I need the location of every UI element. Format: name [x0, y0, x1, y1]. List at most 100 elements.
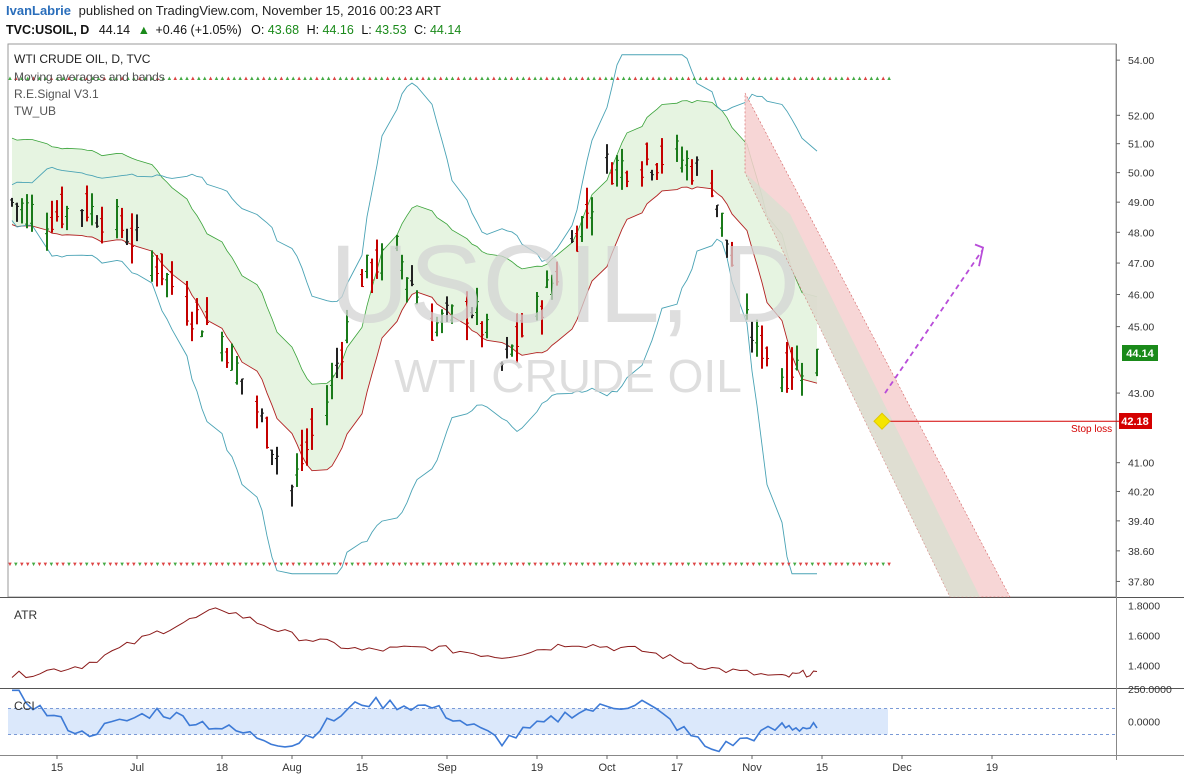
signal-marker: ▼ [143, 562, 149, 568]
legend-title[interactable]: WTI CRUDE OIL, D, TVC [14, 52, 151, 66]
signal-marker: ▼ [868, 562, 874, 568]
signal-marker: ▲ [84, 76, 90, 82]
atr-tick-label: 1.4000 [1128, 661, 1160, 673]
signal-marker: ▲ [603, 76, 609, 82]
signal-marker: ▼ [703, 562, 709, 568]
signal-marker: ▼ [491, 562, 497, 568]
signal-marker: ▲ [219, 76, 225, 82]
signal-marker: ▲ [591, 76, 597, 82]
signal-marker: ▲ [208, 76, 214, 82]
signal-marker: ▲ [479, 76, 485, 82]
signal-marker: ▼ [284, 562, 290, 568]
price-tick-label: 51.00 [1128, 139, 1154, 151]
signal-marker: ▼ [249, 562, 255, 568]
signal-marker: ▼ [745, 562, 751, 568]
time-tick-label: 15 [816, 762, 828, 774]
signal-marker: ▼ [231, 562, 237, 568]
signal-marker: ▲ [615, 76, 621, 82]
atr-title[interactable]: ATR [14, 608, 37, 622]
signal-marker: ▼ [615, 562, 621, 568]
time-tick-label: Nov [742, 762, 762, 774]
signal-marker: ▼ [880, 562, 886, 568]
signal-marker: ▼ [473, 562, 479, 568]
signal-marker: ▲ [827, 76, 833, 82]
signal-marker: ▲ [774, 76, 780, 82]
signal-marker: ▼ [137, 562, 143, 568]
moving-average-line [11, 186, 818, 472]
signal-marker: ▼ [798, 562, 804, 568]
signal-marker: ▼ [337, 562, 343, 568]
signal-marker: ▼ [101, 562, 107, 568]
signal-marker: ▲ [25, 76, 31, 82]
time-axis[interactable]: 15 Jul 18 Aug 15 Sep 19 Oct 17 Nov 15 Dec 19 [0, 755, 1184, 774]
signal-marker: ▲ [756, 76, 762, 82]
signal-marker: ▲ [473, 76, 479, 82]
atr-pane: 1.8000 1.6000 1.4000 [11, 601, 1160, 679]
close-value: 44.14 [430, 23, 461, 37]
legend-item-signal[interactable]: R.E.Signal V3.1 [14, 87, 99, 101]
ma-band-fill [12, 100, 817, 471]
signal-marker: ▼ [255, 562, 261, 568]
signal-marker: ▼ [202, 562, 208, 568]
legend-item-twub[interactable]: TW_UB [14, 104, 56, 118]
price-axis[interactable]: 54.00 52.00 51.00 50.00 49.00 48.00 47.00 46.00… [1116, 44, 1154, 760]
signal-marker: ▼ [42, 562, 48, 568]
signal-marker: ▼ [532, 562, 538, 568]
legend-item-ma[interactable]: Moving averages and bands [14, 70, 165, 84]
signal-marker: ▼ [196, 562, 202, 568]
signal-marker: ▼ [125, 562, 131, 568]
stop-loss-price: 42.18 [1121, 416, 1149, 428]
signal-marker: ▼ [66, 562, 72, 568]
signal-marker: ▼ [509, 562, 515, 568]
signal-marker: ▼ [19, 562, 25, 568]
signal-marker: ▼ [243, 562, 249, 568]
price-tick-label: 45.00 [1128, 322, 1154, 334]
signal-marker: ▼ [544, 562, 550, 568]
signal-marker: ▼ [526, 562, 532, 568]
ma-band-upper [11, 100, 818, 385]
signal-marker: ▼ [119, 562, 125, 568]
signal-marker: ▼ [225, 562, 231, 568]
signal-marker: ▲ [697, 76, 703, 82]
signal-marker: ▼ [296, 562, 302, 568]
close-label: C: [414, 23, 427, 37]
signal-marker: ▼ [184, 562, 190, 568]
signal-marker: ▼ [278, 562, 284, 568]
signal-marker: ▼ [845, 562, 851, 568]
signal-marker: ▲ [868, 76, 874, 82]
signal-marker: ▲ [532, 76, 538, 82]
signal-marker: ▲ [573, 76, 579, 82]
signal-marker: ▼ [426, 562, 432, 568]
signal-marker: ▼ [827, 562, 833, 568]
signal-marker: ▼ [373, 562, 379, 568]
entry-marker-icon [873, 412, 891, 430]
signal-marker: ▲ [19, 76, 25, 82]
signal-marker: ▼ [686, 562, 692, 568]
cci-tick-label: 0.0000 [1128, 717, 1160, 729]
cci-line [12, 689, 818, 753]
signal-marker: ▼ [261, 562, 267, 568]
signal-marker: ▲ [255, 76, 261, 82]
author-name[interactable]: IvanLabrie [6, 3, 71, 18]
signal-marker: ▲ [762, 76, 768, 82]
signal-marker: ▲ [621, 76, 627, 82]
signal-marker: ▼ [402, 562, 408, 568]
signal-marker: ▲ [349, 76, 355, 82]
signal-marker: ▼ [467, 562, 473, 568]
watermark-name: WTI CRUDE OIL [394, 350, 742, 402]
signal-marker: ▼ [514, 562, 520, 568]
signal-marker: ▼ [786, 562, 792, 568]
signal-marker: ▼ [756, 562, 762, 568]
cci-title[interactable]: CCI [14, 699, 35, 713]
signal-marker: ▼ [656, 562, 662, 568]
signal-marker: ▲ [166, 76, 172, 82]
signal-marker: ▲ [396, 76, 402, 82]
signal-marker: ▼ [455, 562, 461, 568]
signal-marker: ▼ [538, 562, 544, 568]
svg-text:IvanLabrie published on Tr: IvanLabrie published on TradingView.com,… [6, 3, 441, 18]
signal-marker: ▲ [461, 76, 467, 82]
signal-marker: ▲ [686, 76, 692, 82]
signal-marker: ▼ [809, 562, 815, 568]
signal-marker: ▲ [467, 76, 473, 82]
signal-marker: ▼ [13, 562, 19, 568]
